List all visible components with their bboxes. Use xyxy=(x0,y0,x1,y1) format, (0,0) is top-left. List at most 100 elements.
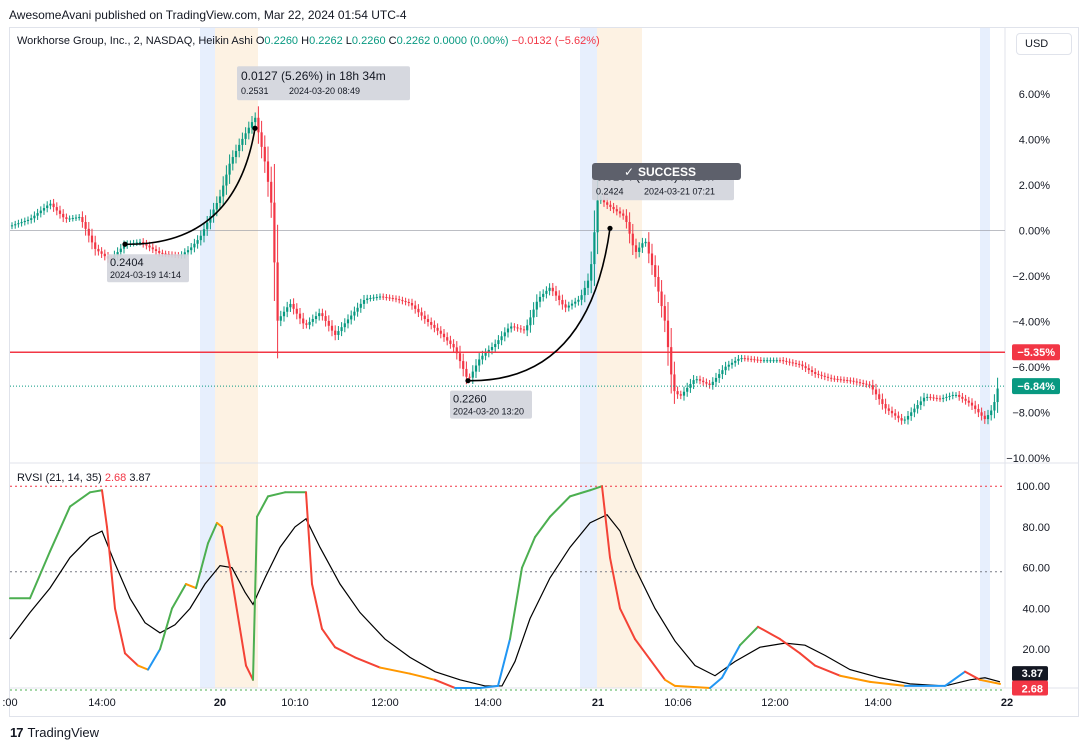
legend-symbol[interactable]: Workhorse Group, Inc., 2, NASDAQ, Heikin… xyxy=(17,35,253,47)
rvsi-segment xyxy=(137,664,149,671)
candle-body xyxy=(410,302,414,306)
candle-body xyxy=(90,235,94,243)
candle-body xyxy=(852,380,855,382)
candle-body xyxy=(679,394,682,396)
rvsi-segment xyxy=(589,485,603,492)
session-band-0 xyxy=(200,28,215,688)
candle-body xyxy=(980,412,983,416)
candle-body xyxy=(199,235,202,241)
price-tick-label: −8.00% xyxy=(1012,408,1050,420)
candle-body xyxy=(778,360,782,362)
candle-body xyxy=(570,303,574,306)
candle-body xyxy=(23,220,26,223)
rvsi-segment xyxy=(649,658,666,681)
candle-body xyxy=(577,299,580,302)
candle-body xyxy=(334,330,337,335)
price-tick-label: 0.00% xyxy=(1019,226,1050,238)
candle-body xyxy=(484,352,487,356)
candle-body xyxy=(241,138,244,145)
candle-body xyxy=(938,398,942,400)
candle-body xyxy=(929,396,932,398)
candle-body xyxy=(932,397,935,399)
candle-body xyxy=(945,396,948,398)
rvsi-segment xyxy=(195,542,209,590)
candle-body xyxy=(238,144,241,151)
rvsi-segment xyxy=(252,515,258,681)
time-tick-label: 21 xyxy=(592,697,604,709)
candle-body xyxy=(417,308,420,313)
indicator-legend[interactable]: RVSI (21, 14, 35) 2.68 3.87 xyxy=(17,472,151,484)
candle-body xyxy=(906,415,910,420)
tradingview-logo[interactable]: 17 TradingView xyxy=(10,725,99,740)
candle-body xyxy=(842,379,846,381)
candle-body xyxy=(71,218,74,220)
move-arc-2-start xyxy=(465,378,471,384)
time-tick-label: 20 xyxy=(214,697,226,709)
candle-body xyxy=(919,401,922,406)
candle-body xyxy=(641,243,644,248)
rvsi-segment xyxy=(321,627,336,649)
rvsi-segment xyxy=(334,646,356,659)
candle-body xyxy=(446,337,449,341)
candle-body xyxy=(449,340,452,344)
candle-body xyxy=(218,196,222,204)
candle-body xyxy=(922,397,926,402)
candle-body xyxy=(39,210,42,214)
candle-body xyxy=(666,320,670,348)
candle-body xyxy=(654,265,657,277)
rvsi-segment xyxy=(69,491,91,508)
legend-open-label: O xyxy=(255,35,265,47)
candle-body xyxy=(340,327,343,332)
candle-body xyxy=(865,383,868,385)
candle-body xyxy=(567,305,570,308)
candle-body xyxy=(318,313,321,317)
candle-body xyxy=(439,330,442,334)
candle-body xyxy=(602,199,606,203)
price-tick-label: 2.00% xyxy=(1019,180,1050,192)
legend-close-label: C xyxy=(388,35,397,47)
candle-body xyxy=(526,325,529,331)
candle-body xyxy=(292,303,295,309)
candle-body xyxy=(87,228,90,236)
rvsi-segment xyxy=(305,491,313,586)
candle-body xyxy=(142,241,145,244)
low-label-2-date: 2024-03-20 13:20 xyxy=(453,407,524,417)
session-band-4 xyxy=(980,28,990,688)
candle-body xyxy=(279,316,282,321)
symbol-legend: Workhorse Group, Inc., 2, NASDAQ, Heikin… xyxy=(17,35,600,47)
candle-body xyxy=(596,200,599,233)
rvsi-segment xyxy=(664,678,676,687)
candle-body xyxy=(385,297,388,299)
candle-body xyxy=(890,410,894,414)
candle-body xyxy=(801,364,804,367)
candle-body xyxy=(839,379,842,381)
rvsi-segment xyxy=(409,672,436,681)
currency-selector[interactable]: USD xyxy=(1016,33,1072,55)
candle-body xyxy=(52,203,55,208)
candle-body xyxy=(26,219,30,221)
candle-body xyxy=(302,318,305,324)
rvsi-segment xyxy=(479,684,499,689)
candle-body xyxy=(148,245,151,248)
candle-body xyxy=(247,127,250,134)
osc-tick-label: 80.00 xyxy=(1022,522,1050,534)
candle-body xyxy=(826,376,830,378)
candle-body xyxy=(202,229,206,236)
move-arc-2 xyxy=(467,228,611,382)
candle-body xyxy=(436,327,439,331)
candle-body xyxy=(487,349,490,353)
candle-body xyxy=(62,213,65,218)
candle-body xyxy=(647,241,650,254)
candle-body xyxy=(58,210,62,214)
candle-body xyxy=(532,309,535,318)
candle-body xyxy=(398,299,401,301)
rvsi-segment xyxy=(267,491,286,498)
candle-body xyxy=(465,368,468,377)
candle-body xyxy=(420,312,423,316)
signal-value-badge xyxy=(1012,666,1048,682)
candle-body xyxy=(362,300,366,304)
candle-body xyxy=(913,408,916,413)
tradingview-brand: TradingView xyxy=(27,725,100,740)
candle-body xyxy=(14,224,17,226)
